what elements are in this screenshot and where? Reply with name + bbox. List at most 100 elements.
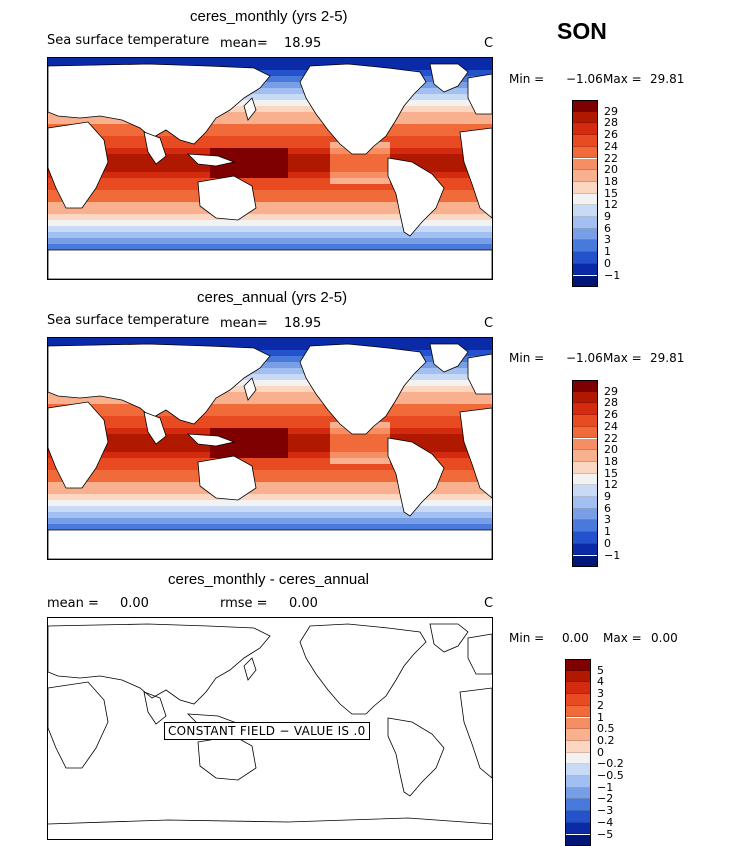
sst-cell	[84, 500, 90, 506]
sst-cell	[324, 512, 330, 518]
sst-cell	[168, 196, 174, 202]
sst-cell	[462, 494, 468, 500]
sst-cell	[384, 506, 390, 512]
sst-cell	[426, 422, 432, 428]
sst-cell	[396, 124, 402, 130]
sst-cell	[84, 506, 90, 512]
sst-cell	[216, 410, 222, 416]
sst-cell	[72, 220, 78, 226]
sst-cell	[426, 232, 432, 238]
sst-cell	[216, 124, 222, 130]
sst-cell	[474, 70, 480, 76]
sst-cell	[312, 488, 318, 494]
sst-cell	[360, 160, 366, 166]
sst-cell	[294, 506, 300, 512]
sst-cell	[384, 244, 390, 250]
sst-cell	[372, 506, 378, 512]
sst-cell	[378, 238, 384, 244]
sst-cell	[288, 398, 294, 404]
sst-cell	[348, 446, 354, 452]
sst-cell	[276, 434, 282, 440]
sst-cell	[174, 446, 180, 452]
sst-cell	[180, 178, 186, 184]
sst-cell	[150, 244, 156, 250]
sst-cell	[408, 130, 414, 136]
sst-cell	[216, 506, 222, 512]
sst-cell	[126, 196, 132, 202]
sst-cell	[126, 214, 132, 220]
sst-cell	[90, 196, 96, 202]
sst-cell	[420, 112, 426, 118]
sst-cell	[90, 244, 96, 250]
sst-cell	[228, 130, 234, 136]
sst-cell	[276, 190, 282, 196]
sst-cell	[336, 58, 342, 64]
sst-cell	[108, 58, 114, 64]
colorbar-tick-label: 20	[604, 164, 618, 175]
sst-cell	[426, 410, 432, 416]
sst-cell	[378, 428, 384, 434]
sst-cell	[246, 500, 252, 506]
sst-cell	[48, 482, 54, 488]
sst-cell	[450, 440, 456, 446]
sst-cell	[306, 440, 312, 446]
sst-cell	[432, 214, 438, 220]
sst-cell	[264, 226, 270, 232]
sst-cell	[258, 130, 264, 136]
sst-cell	[114, 178, 120, 184]
sst-cell	[228, 512, 234, 518]
sst-cell	[354, 214, 360, 220]
sst-cell	[330, 178, 336, 184]
sst-cell	[438, 506, 444, 512]
sst-cell	[174, 166, 180, 172]
sst-cell	[84, 512, 90, 518]
sst-cell	[372, 500, 378, 506]
sst-cell	[372, 154, 378, 160]
sst-cell	[372, 196, 378, 202]
sst-cell	[414, 416, 420, 422]
sst-cell	[150, 452, 156, 458]
sst-cell	[132, 428, 138, 434]
sst-cell	[120, 428, 126, 434]
sst-cell	[132, 452, 138, 458]
sst-cell	[342, 238, 348, 244]
sst-cell	[78, 232, 84, 238]
sst-cell	[414, 124, 420, 130]
sst-cell	[270, 368, 276, 374]
sst-cell	[216, 118, 222, 124]
sst-cell	[150, 190, 156, 196]
sst-cell	[408, 398, 414, 404]
sst-cell	[258, 458, 264, 464]
sst-cell	[126, 512, 132, 518]
sst-cell	[270, 76, 276, 82]
sst-cell	[432, 94, 438, 100]
sst-cell	[96, 118, 102, 124]
sst-cell	[438, 118, 444, 124]
sst-cell	[162, 166, 168, 172]
sst-cell	[372, 446, 378, 452]
sst-cell	[150, 458, 156, 464]
sst-cell	[60, 244, 66, 250]
sst-cell	[354, 500, 360, 506]
sst-cell	[432, 130, 438, 136]
sst-cell	[114, 422, 120, 428]
sst-cell	[408, 58, 414, 64]
sst-cell	[420, 374, 426, 380]
sst-cell	[228, 410, 234, 416]
sst-cell	[390, 338, 396, 344]
sst-cell	[348, 214, 354, 220]
sst-cell	[192, 166, 198, 172]
sst-cell	[414, 112, 420, 118]
sst-cell	[294, 350, 300, 356]
sst-cell	[360, 172, 366, 178]
sst-cell	[270, 124, 276, 130]
sst-cell	[336, 214, 342, 220]
sst-cell	[342, 434, 348, 440]
sst-cell	[396, 130, 402, 136]
sst-cell	[114, 244, 120, 250]
sst-cell	[192, 184, 198, 190]
sst-cell	[240, 118, 246, 124]
sst-cell	[348, 226, 354, 232]
sst-cell	[306, 220, 312, 226]
sst-cell	[228, 148, 234, 154]
